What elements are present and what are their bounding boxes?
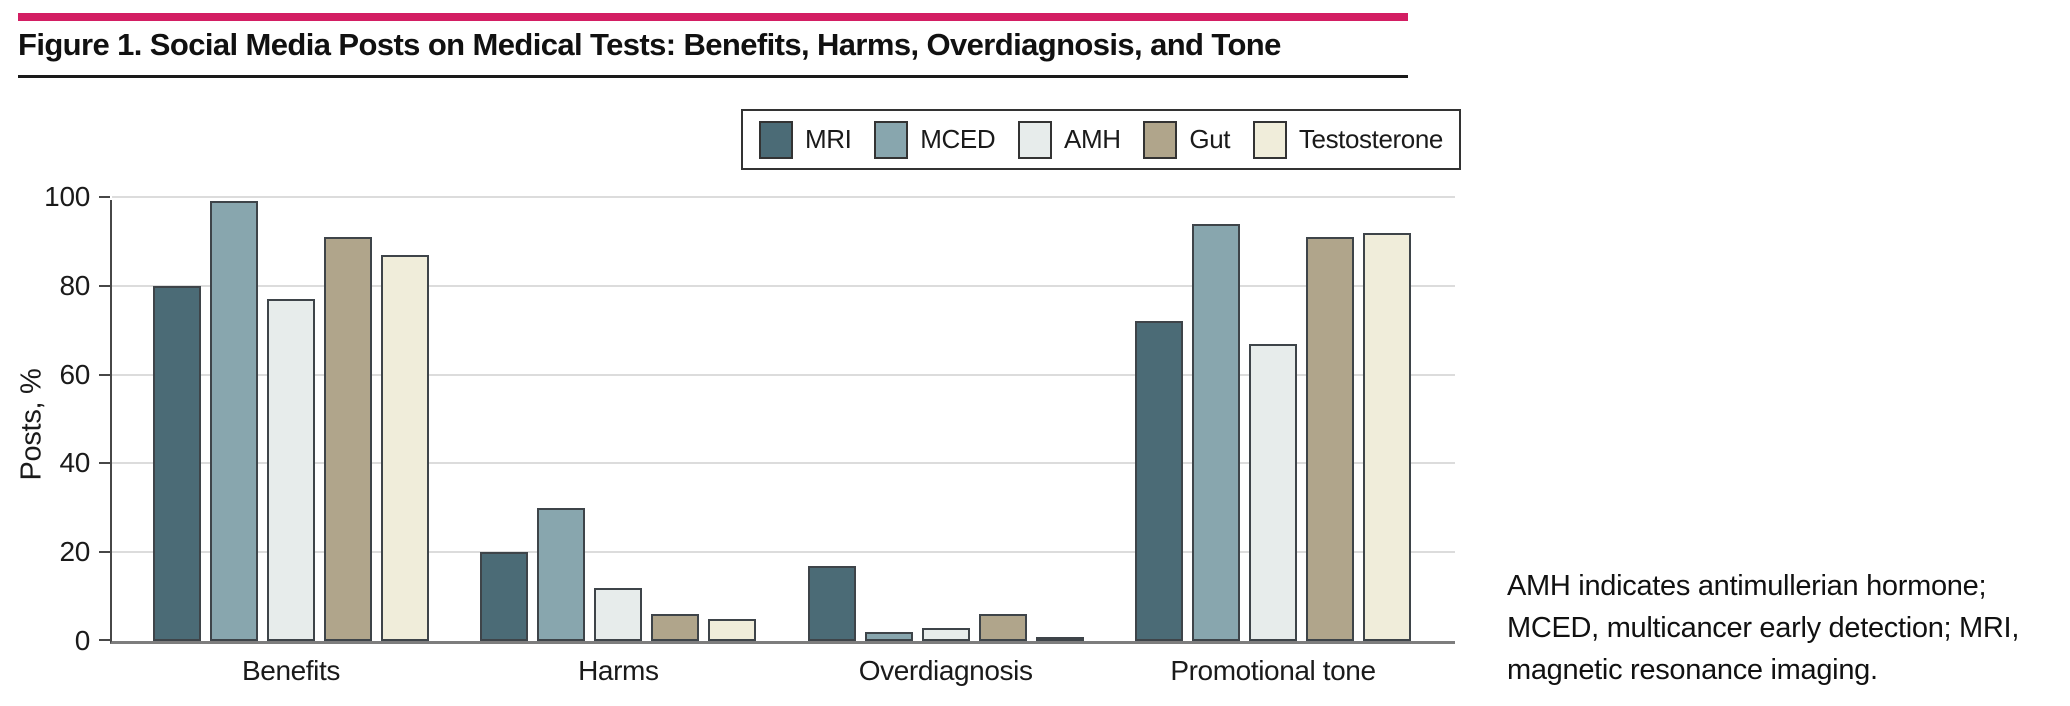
legend-swatch-testosterone <box>1252 120 1287 159</box>
legend-item-mri: MRI <box>759 120 852 159</box>
bar-amh-benefits <box>267 299 315 641</box>
figure-footnote: AMH indicates antimullerian hormone; MCE… <box>1507 570 2020 686</box>
bar-mri-promotional-tone <box>1135 321 1183 641</box>
gridline-100 <box>112 196 1455 198</box>
bar-testosterone-harms <box>708 618 757 641</box>
gridline-80 <box>112 284 1455 287</box>
y-tick-mark-0 <box>99 639 110 641</box>
bar-gut-benefits <box>324 236 372 641</box>
y-tick-label-0: 0 <box>74 625 91 656</box>
title-rule <box>18 75 1408 78</box>
legend-item-amh: AMH <box>1018 120 1121 159</box>
bar-mced-promotional-tone <box>1192 223 1240 641</box>
gridline-60 <box>112 373 1455 376</box>
legend-label: MRI <box>805 124 852 154</box>
y-tick-label-60: 60 <box>59 358 90 390</box>
gridline-20 <box>112 551 1455 554</box>
chart-legend: MRI MCED AMH Gut Testosterone <box>741 109 1461 170</box>
gridline-40 <box>112 462 1455 465</box>
bar-gut-overdiagnosis <box>978 614 1027 641</box>
legend-label: MCED <box>920 124 996 154</box>
x-tick-label-promotional-tone: Promotional tone <box>1170 655 1376 686</box>
bar-mced-benefits <box>210 201 258 641</box>
bar-mced-overdiagnosis <box>864 632 913 641</box>
bar-testosterone-benefits <box>381 254 429 641</box>
legend-item-testosterone: Testosterone <box>1252 120 1443 159</box>
y-tick-label-40: 40 <box>59 447 90 479</box>
y-tick-label-80: 80 <box>59 269 90 301</box>
x-tick-label-harms: Harms <box>578 655 659 686</box>
bar-group-harms <box>480 200 757 641</box>
legend-item-mced: MCED <box>874 120 996 159</box>
y-tick-mark-80 <box>99 284 110 287</box>
legend-swatch-gut <box>1143 120 1178 159</box>
y-tick-mark-20 <box>99 551 110 554</box>
plot-area: 0 20 40 60 80 100 Benefits Harms Overdiagnosis Pr… <box>44 181 1455 686</box>
bar-group-benefits <box>153 200 429 641</box>
x-tick-label-overdiagnosis: Overdiagnosis <box>858 655 1033 686</box>
bar-group-promotional-tone <box>1135 200 1411 641</box>
bar-mced-harms <box>537 507 586 641</box>
legend-swatch-mri <box>759 120 793 159</box>
legend-label: Testosterone <box>1298 124 1443 154</box>
y-tick-mark-60 <box>99 373 110 376</box>
legend-label: Gut <box>1189 124 1231 154</box>
bar-testosterone-promotional-tone <box>1363 232 1411 641</box>
bar-mri-benefits <box>153 285 201 641</box>
accent-bar <box>18 13 1408 21</box>
legend-swatch-mced <box>874 120 909 159</box>
legend-item-gut: Gut <box>1143 120 1231 159</box>
y-axis-title: Posts, % <box>15 368 48 481</box>
legend-swatch-amh <box>1018 120 1053 159</box>
x-tick-label-benefits: Benefits <box>242 655 340 686</box>
bar-testosterone-overdiagnosis <box>1035 636 1084 641</box>
y-tick-label-100: 100 <box>44 181 90 212</box>
y-tick-mark-40 <box>99 462 110 465</box>
y-tick-mark-100 <box>99 196 110 198</box>
bar-amh-promotional-tone <box>1249 343 1297 641</box>
bar-mri-harms <box>480 552 529 641</box>
y-tick-label-20: 20 <box>59 536 90 568</box>
bar-gut-promotional-tone <box>1306 236 1354 641</box>
legend-label: AMH <box>1064 124 1121 154</box>
bar-gut-harms <box>651 614 700 641</box>
bar-amh-harms <box>594 587 643 641</box>
bar-group-overdiagnosis <box>807 200 1084 641</box>
figure-title: Figure 1. Social Media Posts on Medical … <box>18 27 1281 62</box>
bar-amh-overdiagnosis <box>921 627 970 641</box>
bar-mri-overdiagnosis <box>807 565 856 641</box>
